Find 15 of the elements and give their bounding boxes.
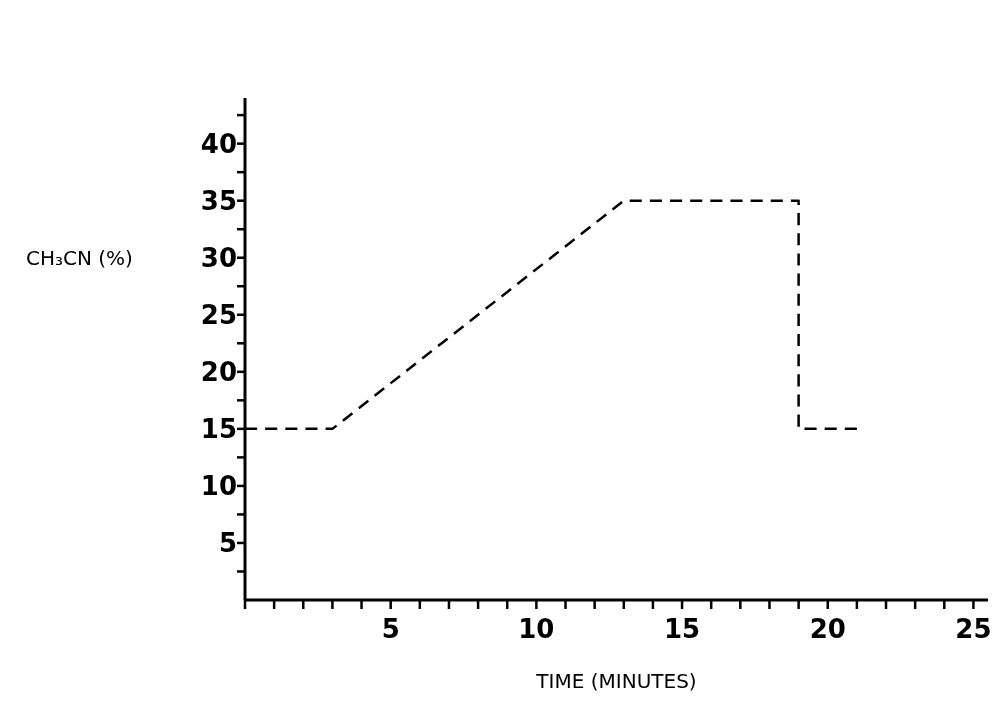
y-tick-label: 10: [200, 471, 237, 502]
y-tick-label: 35: [200, 185, 237, 216]
x-tick-label: 10: [518, 614, 555, 644]
y-axis-title: CH₃CN (%): [26, 245, 133, 270]
x-tick-label: 15: [663, 614, 701, 644]
y-tick-label: 30: [200, 242, 237, 273]
x-tick-label: 5: [381, 614, 400, 644]
y-tick-label: 20: [200, 356, 237, 387]
y-tick-label: 15: [200, 413, 237, 444]
y-tick-label: 40: [200, 128, 237, 159]
y-tick-label: 5: [218, 528, 237, 559]
y-tick-label: 25: [200, 299, 237, 330]
x-tick-label: 25: [955, 614, 992, 644]
x-tick-label: 20: [809, 614, 846, 644]
x-axis-title: TIME (MINUTES): [535, 669, 697, 693]
